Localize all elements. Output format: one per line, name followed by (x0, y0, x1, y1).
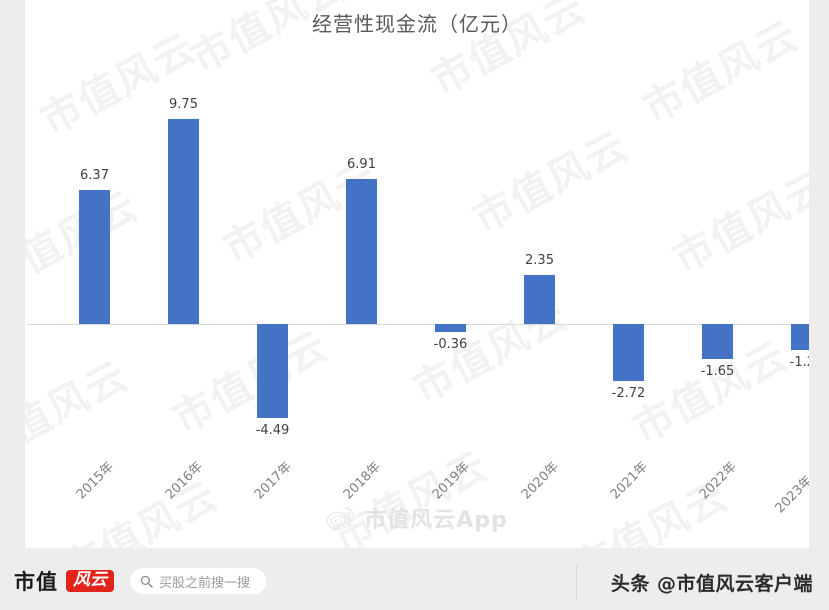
search-pill[interactable]: 买股之前搜一搜 (130, 568, 267, 594)
bar-value-label: -2.72 (611, 386, 646, 402)
x-axis-tick: 2015年 (50, 459, 139, 502)
zero-axis-line (27, 324, 807, 325)
x-axis-tick: 2023年一季度 (762, 446, 809, 517)
x-axis-tick: 2018年 (317, 459, 406, 502)
bar-value-label: -0.36 (433, 336, 468, 352)
bar-slot (762, 60, 809, 480)
brand-group: 市值 风云 买股之前搜一搜 (14, 566, 267, 596)
bar-value-label: 9.75 (169, 97, 198, 113)
bar-value-label: 6.37 (80, 168, 109, 184)
bar-value-label: -4.49 (255, 423, 290, 439)
bar-slot (228, 60, 317, 480)
bar[interactable] (257, 324, 288, 419)
x-axis-tick: 2016年 (139, 459, 228, 502)
bar-value-label: 2.35 (525, 252, 554, 268)
brand-text: 市值 (14, 570, 58, 594)
bar[interactable] (791, 324, 809, 351)
bar-slot (673, 60, 762, 480)
bottom-bar: 市值 风云 买股之前搜一搜 头条 @市值风云客户端 (0, 554, 829, 610)
bar-slot (317, 60, 406, 480)
x-axis-tick: 2017年 (228, 459, 317, 502)
bar-slot (139, 60, 228, 480)
bar-slot (406, 60, 495, 480)
bottom-bar-divider (576, 564, 577, 600)
bar-slot (495, 60, 584, 480)
brand-badge: 风云 (66, 569, 114, 593)
bar[interactable] (524, 274, 555, 324)
bar-slot (50, 60, 139, 480)
x-axis-tick: 2019年 (406, 459, 495, 502)
bar-value-label: -1.26 (789, 355, 809, 371)
search-icon (140, 575, 153, 588)
bar[interactable] (346, 178, 377, 324)
plot-area: 6.37 9.75 -4.49 6.91 -0.36 2.35 -2.72 -1.65 -1.2… (25, 60, 809, 480)
channel-credit: 头条 @市值风云客户端 (610, 572, 813, 595)
bar-slot (584, 60, 673, 480)
x-axis-tick: 2022年 (673, 459, 762, 502)
x-axis-tick: 2020年 (495, 459, 584, 502)
bar[interactable] (79, 190, 110, 324)
bar[interactable] (613, 324, 644, 382)
bar-value-label: 6.91 (347, 156, 376, 172)
bar[interactable] (435, 324, 466, 332)
search-placeholder: 买股之前搜一搜 (159, 575, 251, 591)
bar[interactable] (168, 119, 199, 324)
chart-card: 市值风云 市值风云 市值风云 市值风云 市值风云 市值风云 市值风云 市值风云 … (25, 0, 809, 548)
bar-value-label: -1.65 (700, 363, 735, 379)
x-axis: 2015年 2016年 2017年 2018年 2019年 2020年 2021年 2022年… (25, 446, 809, 548)
x-axis-tick: 2021年 (584, 459, 673, 502)
chart-title: 经营性现金流（亿元） (312, 12, 522, 36)
bar[interactable] (702, 324, 733, 359)
